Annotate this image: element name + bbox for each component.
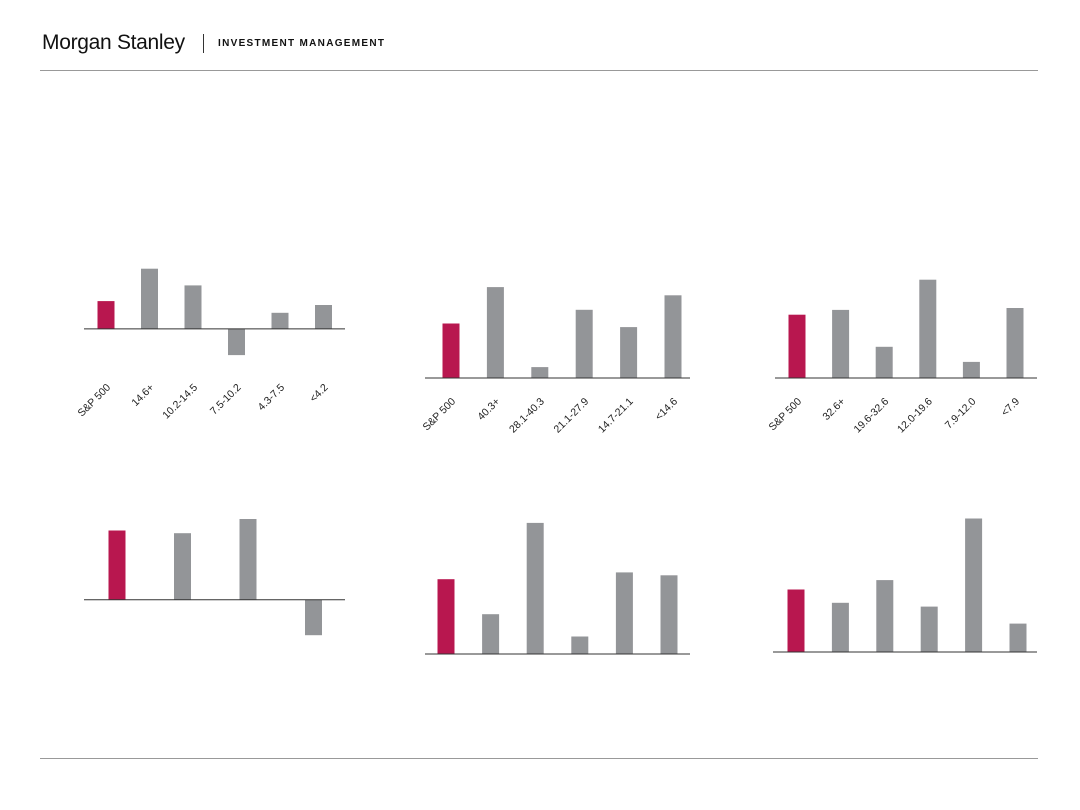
bucket-bar: [228, 328, 245, 356]
category-label: <7.9: [999, 396, 1022, 419]
bucket-bar: [575, 309, 593, 378]
bucket-bar: [315, 305, 332, 329]
division-name: INVESTMENT MANAGEMENT: [218, 38, 386, 49]
category-label: 14.7-21.1: [596, 396, 636, 436]
category-label: S&P 500: [420, 396, 458, 434]
category-label: <14.6: [653, 396, 680, 423]
bucket-bar: [832, 309, 850, 378]
footer-rule: [40, 758, 1038, 759]
bucket-bar: [526, 522, 544, 654]
chart-3: S&P 500 32.6+ 19.6-32.6 12.0-19.6 7.9-12.0 <7…: [766, 279, 1037, 436]
benchmark-bar: [787, 589, 805, 652]
bucket-bar: [1009, 623, 1027, 652]
category-label: 10.2-14.5: [160, 382, 200, 422]
bucket-bar: [239, 519, 257, 600]
category-label: 19.6-32.6: [851, 396, 891, 436]
category-label: S&P 500: [766, 396, 804, 434]
category-label: 12.0-19.6: [895, 396, 935, 436]
bucket-bar: [660, 575, 678, 654]
chart-4: [84, 519, 345, 636]
bucket-bar: [305, 599, 322, 636]
category-label: 32.6+: [820, 396, 847, 423]
bucket-bar: [615, 572, 633, 654]
chart-5: [425, 522, 690, 655]
bucket-bar: [620, 327, 638, 378]
chart-6: [773, 518, 1037, 653]
category-label: 4.3-7.5: [256, 382, 288, 414]
benchmark-bar: [788, 314, 806, 378]
benchmark-bar: [437, 579, 455, 654]
bucket-bar: [531, 367, 549, 378]
bucket-bar: [184, 285, 202, 329]
bucket-bar: [174, 533, 191, 600]
bucket-bar: [831, 602, 849, 652]
page-header: Morgan Stanley INVESTMENT MANAGEMENT: [0, 0, 1080, 72]
category-label: 7.9-12.0: [943, 396, 979, 432]
brand-logo: Morgan Stanley: [42, 31, 185, 54]
chart-2: S&P 500 40.3+ 28.1-40.3 21.1-27.9 14.7-21.1 <…: [420, 287, 690, 435]
bucket-bar: [486, 287, 504, 378]
header-rule: [40, 70, 1038, 71]
bucket-bar: [965, 518, 983, 652]
bucket-bar: [271, 312, 289, 329]
category-label: 40.3+: [475, 396, 502, 423]
bucket-bar: [571, 636, 589, 654]
bucket-bar: [962, 361, 980, 378]
benchmark-bar: [442, 323, 460, 378]
bucket-bar: [1006, 308, 1024, 378]
benchmark-bar: [97, 301, 115, 329]
logo-divider: [203, 34, 204, 53]
category-label: 28.1-40.3: [507, 396, 547, 436]
bucket-bar: [919, 279, 937, 378]
bucket-bar: [876, 580, 894, 652]
bucket-bar: [141, 268, 158, 329]
category-label: 14.6+: [129, 382, 156, 409]
bucket-bar: [664, 295, 682, 378]
category-label: <4.2: [307, 382, 330, 405]
bucket-bar: [875, 346, 893, 378]
category-label: S&P 500: [75, 382, 113, 420]
bucket-bar: [482, 614, 500, 654]
category-label: 7.5-10.2: [208, 382, 244, 418]
category-label: 21.1-27.9: [551, 396, 591, 436]
bucket-bar: [920, 606, 938, 652]
chart-1: S&P 500 14.6+ 10.2-14.5 7.5-10.2 4.3-7.5 <4.2: [75, 268, 345, 422]
benchmark-bar: [108, 530, 126, 600]
